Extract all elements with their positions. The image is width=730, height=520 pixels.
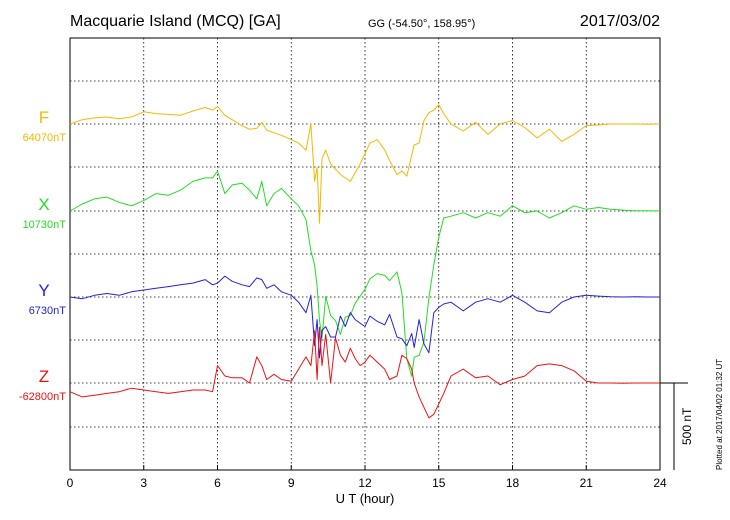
series-line-f bbox=[69, 104, 661, 224]
series-baseline-z: -62800nT bbox=[19, 391, 66, 403]
series-name-x: X bbox=[38, 195, 49, 214]
scale-bar: 500 nT bbox=[660, 382, 694, 470]
x-tick-label: 21 bbox=[580, 476, 594, 490]
series-traces bbox=[69, 104, 661, 419]
grid bbox=[70, 38, 660, 470]
x-tick-label: 15 bbox=[432, 476, 446, 490]
series-line-y bbox=[69, 275, 660, 359]
series-baseline-f: 64070nT bbox=[23, 132, 67, 144]
series-baseline-y: 6730nT bbox=[29, 305, 67, 317]
series-name-z: Z bbox=[39, 367, 49, 386]
series-name-y: Y bbox=[38, 281, 49, 300]
series-labels: F 64070nT X 10730nT Y 6730nT Z -62800nT bbox=[19, 108, 66, 403]
series-name-f: F bbox=[39, 108, 49, 127]
x-tick-label: 6 bbox=[214, 476, 221, 490]
series-baseline-x: 10730nT bbox=[23, 219, 67, 231]
x-tick-label: 0 bbox=[67, 476, 74, 490]
x-tick-label: 3 bbox=[140, 476, 147, 490]
x-tick-label: 9 bbox=[288, 476, 295, 490]
station-coordinates: GG (-54.50°, 158.95°) bbox=[368, 18, 475, 30]
x-tick-label: 24 bbox=[653, 476, 667, 490]
x-axis-label: U T (hour) bbox=[336, 491, 395, 506]
chart-date: 2017/03/02 bbox=[580, 13, 660, 30]
plotted-timestamp: Plotted at 2017/04/02 01:32 UT bbox=[715, 359, 724, 470]
x-tick-label: 18 bbox=[506, 476, 520, 490]
x-tick-labels: 0 3 6 9 12 15 18 21 24 bbox=[67, 465, 667, 490]
scale-bar-label: 500 nT bbox=[680, 407, 694, 445]
x-tick-label: 12 bbox=[358, 476, 372, 490]
chart-title: Macquarie Island (MCQ) [GA] bbox=[70, 13, 281, 30]
series-line-x bbox=[69, 170, 661, 377]
series-line-z bbox=[69, 326, 660, 419]
